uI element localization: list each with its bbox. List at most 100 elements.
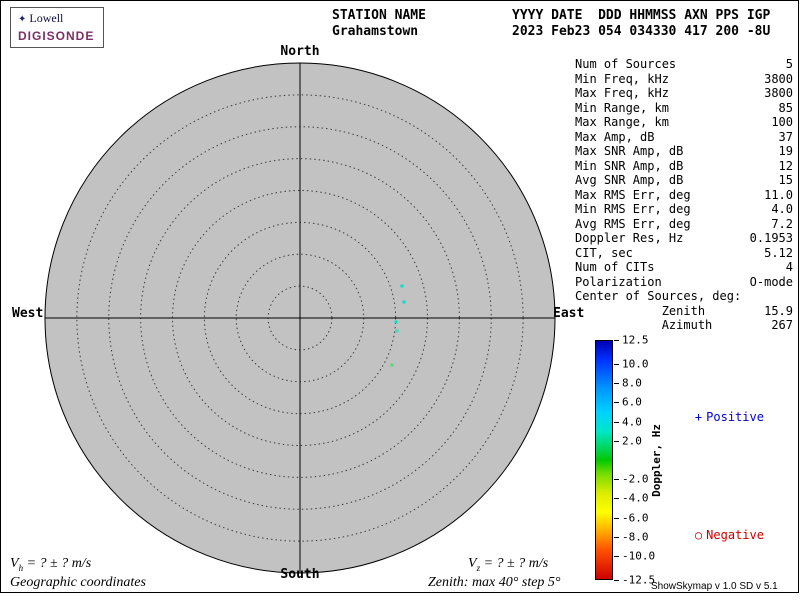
param-label: Num of Sources [575, 57, 677, 71]
param-row: Max RMS Err, deg 11.0 [575, 188, 793, 203]
vz-symbol: V [468, 556, 477, 571]
param-value: 5 [785, 57, 793, 71]
colorbar-tick [614, 340, 619, 341]
colorbar-tick-label: -8.0 [622, 530, 649, 544]
param-label: Max SNR Amp, dB [575, 144, 684, 158]
legend-negative: ○ Negative [666, 514, 764, 556]
colorbar-tick-label: 2.0 [622, 434, 642, 448]
param-label: Min RMS Err, deg [575, 202, 691, 216]
legend-positive: + Positive [666, 396, 764, 438]
param-label: Max RMS Err, deg [575, 187, 691, 202]
colorbar-tick [614, 536, 619, 538]
param-row: Max SNR Amp, dB 19 [575, 144, 793, 159]
param-row: Azimuth 267 [575, 318, 793, 333]
param-row: Avg RMS Err, deg 7.2 [575, 217, 793, 232]
source-dot [395, 329, 399, 333]
param-value: 4 [785, 260, 793, 274]
param-value: 5.12 [764, 245, 793, 260]
param-row: Zenith 15.9 [575, 304, 793, 319]
param-value: 7.2 [771, 216, 793, 231]
param-value: 11.0 [764, 187, 793, 202]
logo-top: ✦ Lowell [18, 11, 103, 27]
param-label: Max Amp, dB [575, 129, 655, 144]
zenith-scale-note: Zenith: max 40° step 5° [428, 575, 561, 590]
lowell-digisonde-logo: ✦ Lowell DIGISONDE [10, 7, 104, 48]
vh-symbol: V [10, 556, 19, 571]
param-value: 12 [778, 158, 793, 173]
source-dot [402, 300, 406, 304]
source-dot [394, 320, 398, 324]
colorbar-tick [614, 421, 619, 423]
vz-subscript: z [476, 562, 481, 573]
param-label: Doppler Res, Hz [575, 231, 684, 245]
star-icon: ✦ [18, 14, 27, 25]
source-dot [390, 363, 394, 367]
colorbar-tick [614, 580, 619, 581]
vertical-velocity-readout: Vz = ? ± ? m/s [468, 556, 548, 576]
source-dots [390, 284, 406, 367]
software-version-label: ShowSkymap v 1.0 SD v 5.1 [651, 581, 778, 592]
plus-icon: + [694, 410, 703, 424]
colorbar-tick [614, 556, 619, 557]
vh-subscript: h [18, 562, 24, 573]
param-label: Center of Sources, deg: [575, 289, 742, 303]
positive-label: Positive [706, 410, 764, 424]
param-value: 0.1953 [749, 231, 793, 245]
param-label: CIT, sec [575, 245, 633, 260]
colorbar-tick [614, 479, 619, 481]
colorbar-tick-label: -2.0 [622, 472, 649, 486]
colorbar-tick [614, 440, 619, 442]
colorbar-axis-title: Doppler, Hz [650, 340, 663, 580]
param-label: Min Range, km [575, 100, 669, 115]
param-value: 3800 [764, 71, 793, 86]
logo-digisonde-text: DIGISONDE [18, 29, 95, 43]
colorbar-tick [614, 383, 619, 385]
param-value: 37 [778, 129, 793, 144]
param-value: O-mode [749, 274, 793, 289]
param-row: Polarization O-mode [575, 275, 793, 290]
compass-west-label: West [12, 306, 44, 321]
param-value: 19 [778, 144, 793, 158]
colorbar-tick-label: -4.0 [622, 491, 649, 505]
colorbar-tick-label: -10.0 [622, 549, 656, 563]
colorbar-tick-label: 10.0 [622, 357, 649, 371]
param-row: Min Freq, kHz 3800 [575, 72, 793, 87]
param-row: Doppler Res, Hz 0.1953 [575, 231, 793, 246]
doppler-hz-label: Doppler, Hz [650, 423, 663, 497]
coordinate-system-label: Geographic coordinates [10, 575, 146, 590]
colorbar-tick-label: 8.0 [622, 376, 642, 390]
param-row: Min RMS Err, deg 4.0 [575, 202, 793, 217]
param-value: 3800 [764, 86, 793, 100]
param-label: Min Freq, kHz [575, 71, 669, 86]
param-row: Avg SNR Amp, dB 15 [575, 173, 793, 188]
compass-east-label: East [553, 306, 585, 321]
negative-label: Negative [706, 528, 764, 542]
circle-icon: ○ [694, 528, 703, 542]
header-column-titles: STATION NAME YYYY DATE DDD HHMMSS AXN PP… [332, 8, 771, 23]
param-value: 267 [771, 318, 793, 332]
header-station-values: Grahamstown 2023 Feb23 054 034330 417 20… [332, 24, 771, 39]
param-value: 100 [771, 115, 793, 129]
param-label: Max Freq, kHz [575, 86, 669, 100]
param-label: Max Range, km [575, 115, 669, 129]
param-value: 4.0 [771, 202, 793, 216]
colorbar-tick [614, 517, 619, 519]
param-row: Max Range, km 100 [575, 115, 793, 130]
param-row: CIT, sec 5.12 [575, 246, 793, 261]
logo-lowell-text: Lowell [29, 11, 64, 25]
measurement-parameters-list: Num of Sources 5 Min Freq, kHz 3800 Max Freq… [575, 57, 793, 333]
param-value: 85 [778, 100, 793, 115]
colorbar-tick [614, 364, 619, 365]
param-row: Center of Sources, deg: [575, 289, 793, 304]
vz-value: = ? ± ? m/s [480, 556, 549, 571]
param-row: Min Range, km 85 [575, 101, 793, 116]
compass-north-label: North [280, 44, 320, 59]
param-row: Num of CITs 4 [575, 260, 793, 275]
colorbar-tick [614, 402, 619, 404]
param-row: Min SNR Amp, dB 12 [575, 159, 793, 174]
param-value: 15 [778, 173, 793, 187]
colorbar-tick-label: -12.5 [622, 573, 656, 587]
param-label: Zenith [575, 303, 706, 318]
